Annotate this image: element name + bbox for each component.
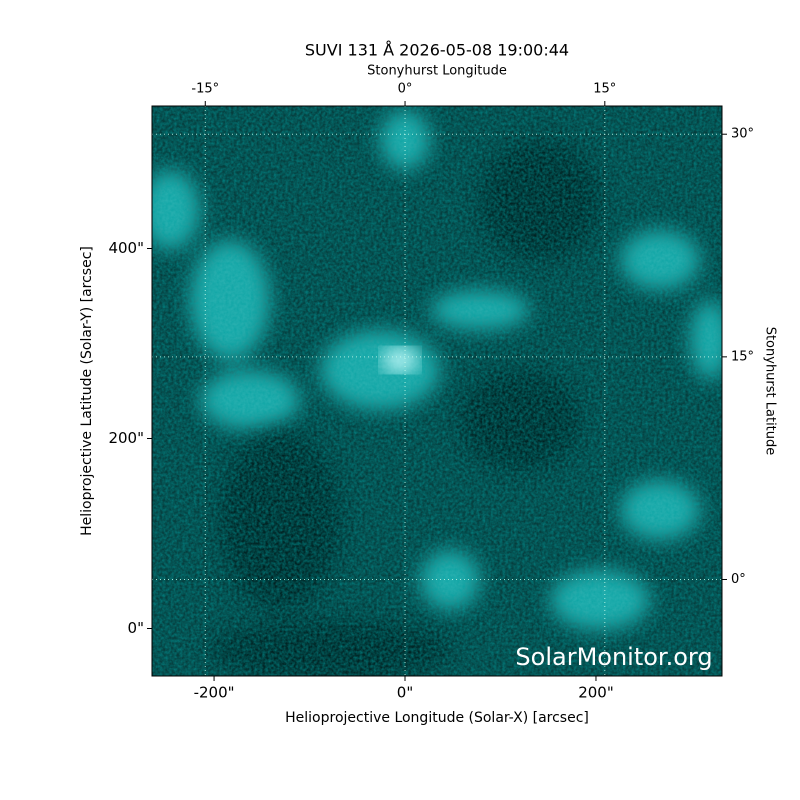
grid	[152, 106, 722, 676]
x-tick-label: 200"	[578, 684, 614, 702]
x2-axis-label: Stonyhurst Longitude	[367, 64, 507, 79]
solar-image	[152, 106, 722, 676]
y2-axis-label: Stonyhurst Latitude	[763, 327, 778, 456]
y-axis-label: Helioprojective Latitude (Solar-Y) [arcs…	[79, 246, 95, 536]
x-tick-label: -200"	[194, 684, 235, 702]
watermark: SolarMonitor.org	[515, 643, 712, 671]
y2-tick-label: 0°	[731, 572, 746, 587]
y-tick-label: 0"	[128, 619, 144, 637]
x2-tick-label: -15°	[191, 82, 219, 97]
y2-tick-label: 15°	[731, 349, 754, 364]
y2-tick-label: 30°	[731, 127, 754, 142]
y-tick-label: 200"	[108, 429, 144, 447]
chart-title: SUVI 131 Å 2026-05-08 19:00:44	[305, 41, 569, 60]
x2-tick-label: 15°	[593, 82, 616, 97]
y-tick-label: 400"	[108, 239, 144, 257]
plot-frame	[151, 105, 723, 677]
x-axis-label: Helioprojective Longitude (Solar-X) [arc…	[285, 710, 589, 726]
x-tick-label: 0"	[397, 684, 413, 702]
x2-tick-label: 0°	[398, 82, 413, 97]
